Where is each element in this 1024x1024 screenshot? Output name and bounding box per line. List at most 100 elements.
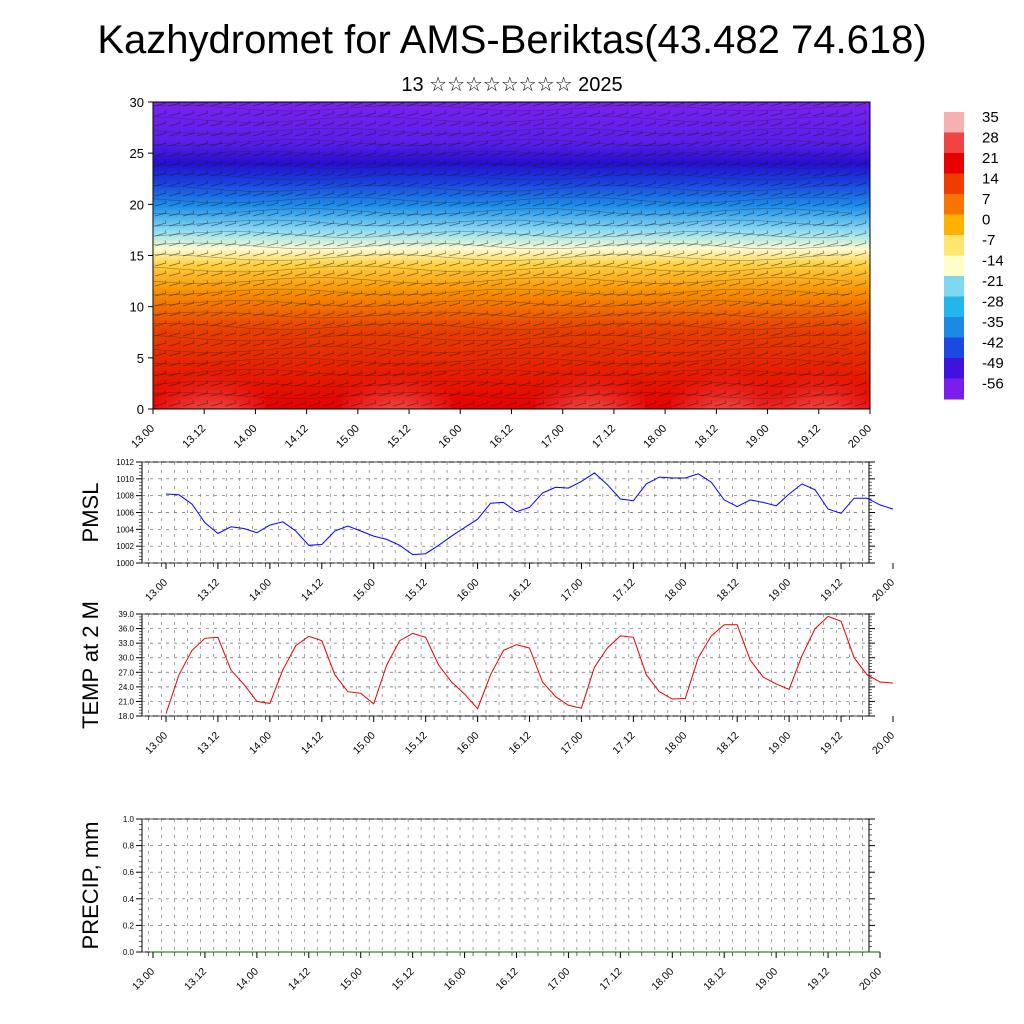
precip-frame bbox=[141, 818, 870, 953]
colorbar-label: -21 bbox=[982, 273, 1004, 290]
pmsl-xtick-label: 17.00 bbox=[558, 577, 585, 604]
isotherm-23 bbox=[153, 369, 850, 376]
precip-xtick-label: 18.12 bbox=[701, 966, 728, 993]
precip-ytick-label: 0.4 bbox=[123, 895, 135, 904]
colorbar: 35 28 21 14 7 0 -7 -14 -21 -28 -35 -42 -49 -56 bbox=[944, 109, 1004, 400]
isotherm-8 bbox=[153, 196, 850, 204]
temp-xtick-label: 16.00 bbox=[455, 730, 482, 757]
precip-xtick-label: 13.00 bbox=[130, 966, 157, 993]
precip-ytick-label: 1.0 bbox=[123, 815, 135, 824]
precip-panel: 0.0 0.2 0.4 0.6 0.8 1.0 13.00 13.12 14.00 14.12 15… bbox=[78, 815, 884, 993]
section-xtick-label: 15.12 bbox=[385, 423, 413, 451]
precip-xtick-label: 13.12 bbox=[182, 966, 209, 993]
isotherm-3 bbox=[153, 139, 850, 146]
temp-xtick-label: 15.00 bbox=[351, 730, 378, 757]
pmsl-xtick-label: 13.00 bbox=[143, 577, 170, 604]
pmsl-ylabel: PMSL bbox=[78, 483, 103, 543]
section-xtick-label: 19.12 bbox=[795, 423, 823, 451]
colorbar-swatch bbox=[944, 132, 964, 154]
section-xtick-label: 19.00 bbox=[744, 423, 772, 451]
section-ytick-label: 0 bbox=[137, 402, 144, 417]
colorbar-swatch bbox=[944, 337, 964, 359]
colorbar-label: 21 bbox=[982, 150, 999, 167]
isotherm-19 bbox=[153, 323, 850, 330]
isotherm-12 bbox=[153, 242, 850, 250]
temp-xtick-label: 20.00 bbox=[870, 730, 897, 757]
isotherm-7 bbox=[153, 185, 850, 192]
isotherm-25 bbox=[153, 392, 850, 399]
precip-ytick-label: 0.8 bbox=[123, 842, 135, 851]
precip-ytick-label: 0.0 bbox=[123, 948, 135, 957]
isotherm-2 bbox=[153, 127, 850, 135]
temp-ylabel: TEMP at 2 M bbox=[78, 601, 103, 729]
isotherm-21 bbox=[153, 346, 850, 353]
colorbar-swatch bbox=[944, 173, 964, 195]
isotherm-1 bbox=[153, 116, 850, 123]
section-clip-group bbox=[153, 102, 870, 409]
precip-ylabel: PRECIP, mm bbox=[78, 822, 103, 950]
colorbar-swatch bbox=[944, 317, 964, 338]
isotherm-17 bbox=[153, 300, 850, 307]
pmsl-xtick-label: 19.12 bbox=[818, 577, 845, 604]
precip-xtick-label: 15.00 bbox=[338, 966, 365, 993]
temp-ytick-label: 18.0 bbox=[118, 712, 134, 721]
temp-xtick-label: 16.12 bbox=[507, 730, 534, 757]
pmsl-xtick-label: 16.00 bbox=[455, 577, 482, 604]
section-xtick-label: 18.12 bbox=[693, 423, 721, 451]
isotherm-16 bbox=[153, 288, 850, 296]
pmsl-ytick-label: 1006 bbox=[116, 509, 134, 518]
precip-xtick-label: 17.00 bbox=[545, 966, 572, 993]
isotherm-11 bbox=[153, 231, 850, 238]
colorbar-label: 35 bbox=[982, 109, 999, 126]
colorbar-label: 7 bbox=[982, 191, 990, 208]
temp-xtick-label: 18.12 bbox=[714, 730, 741, 757]
precip-xtick-label: 20.00 bbox=[857, 966, 884, 993]
temp-xtick-label: 17.12 bbox=[610, 730, 637, 757]
pmsl-panel: 1000 1002 1004 1006 1008 1010 1012 13.00 13.12 14… bbox=[78, 458, 897, 604]
pmsl-ytick-label: 1010 bbox=[116, 475, 134, 484]
isotherm-14 bbox=[153, 265, 850, 273]
pmsl-series-line bbox=[165, 472, 894, 556]
temp-ytick-label: 39.0 bbox=[118, 610, 134, 619]
colorbar-swatch bbox=[944, 112, 964, 133]
temp-xtick-label: 13.00 bbox=[143, 730, 170, 757]
isotherm-0 bbox=[153, 104, 850, 112]
pmsl-ytick-label: 1008 bbox=[116, 492, 134, 501]
pmsl-ytick-label: 1004 bbox=[116, 525, 134, 534]
temp-xtick-label: 18.00 bbox=[662, 730, 689, 757]
colorbar-swatch bbox=[944, 153, 964, 174]
temp-panel: 18.0 21.0 24.0 27.0 30.0 33.0 36.0 39.0 13.00 13.… bbox=[78, 601, 897, 757]
colorbar-swatch bbox=[944, 214, 964, 236]
section-xtick-label: 13.00 bbox=[129, 423, 157, 451]
pmsl-ytick-label: 1000 bbox=[116, 559, 134, 568]
precip-xtick-label: 16.00 bbox=[442, 966, 469, 993]
chart-subtitle: 13 ☆☆☆☆☆☆☆☆ 2025 bbox=[401, 74, 623, 96]
cross-section-panel: 0 5 10 15 20 25 30 13.00 13.12 14.00 14.12 15.00 15.… bbox=[129, 95, 874, 451]
isotherm-6 bbox=[153, 173, 850, 181]
isotherm-24 bbox=[153, 380, 850, 388]
pmsl-xtick-label: 19.00 bbox=[766, 577, 793, 604]
colorbar-swatch bbox=[944, 255, 964, 277]
section-xtick-label: 15.00 bbox=[334, 423, 362, 451]
section-xtick-label: 17.00 bbox=[539, 423, 567, 451]
temp-frame bbox=[141, 613, 870, 717]
temp-ytick-label: 33.0 bbox=[118, 639, 134, 648]
pmsl-xtick-label: 18.12 bbox=[714, 577, 741, 604]
precip-xtick-label: 17.12 bbox=[597, 966, 624, 993]
section-ytick-label: 15 bbox=[130, 249, 144, 264]
precip-ytick-label: 0.6 bbox=[123, 868, 135, 877]
section-xtick-label: 14.12 bbox=[283, 423, 311, 451]
isotherm-13 bbox=[153, 254, 850, 261]
section-xtick-label: 20.00 bbox=[846, 423, 874, 451]
temp-xtick-label: 19.12 bbox=[818, 730, 845, 757]
pmsl-xtick-label: 20.00 bbox=[870, 577, 897, 604]
pmsl-xtick-label: 15.00 bbox=[351, 577, 378, 604]
colorbar-swatch bbox=[944, 296, 964, 318]
colorbar-swatch bbox=[944, 276, 964, 297]
temp-xtick-label: 14.12 bbox=[299, 730, 326, 757]
precip-xtick-label: 19.00 bbox=[753, 966, 780, 993]
chart-title: Kazhydromet for AMS-Beriktas(43.482 74.6… bbox=[97, 18, 927, 62]
isotherm-15 bbox=[153, 277, 850, 284]
